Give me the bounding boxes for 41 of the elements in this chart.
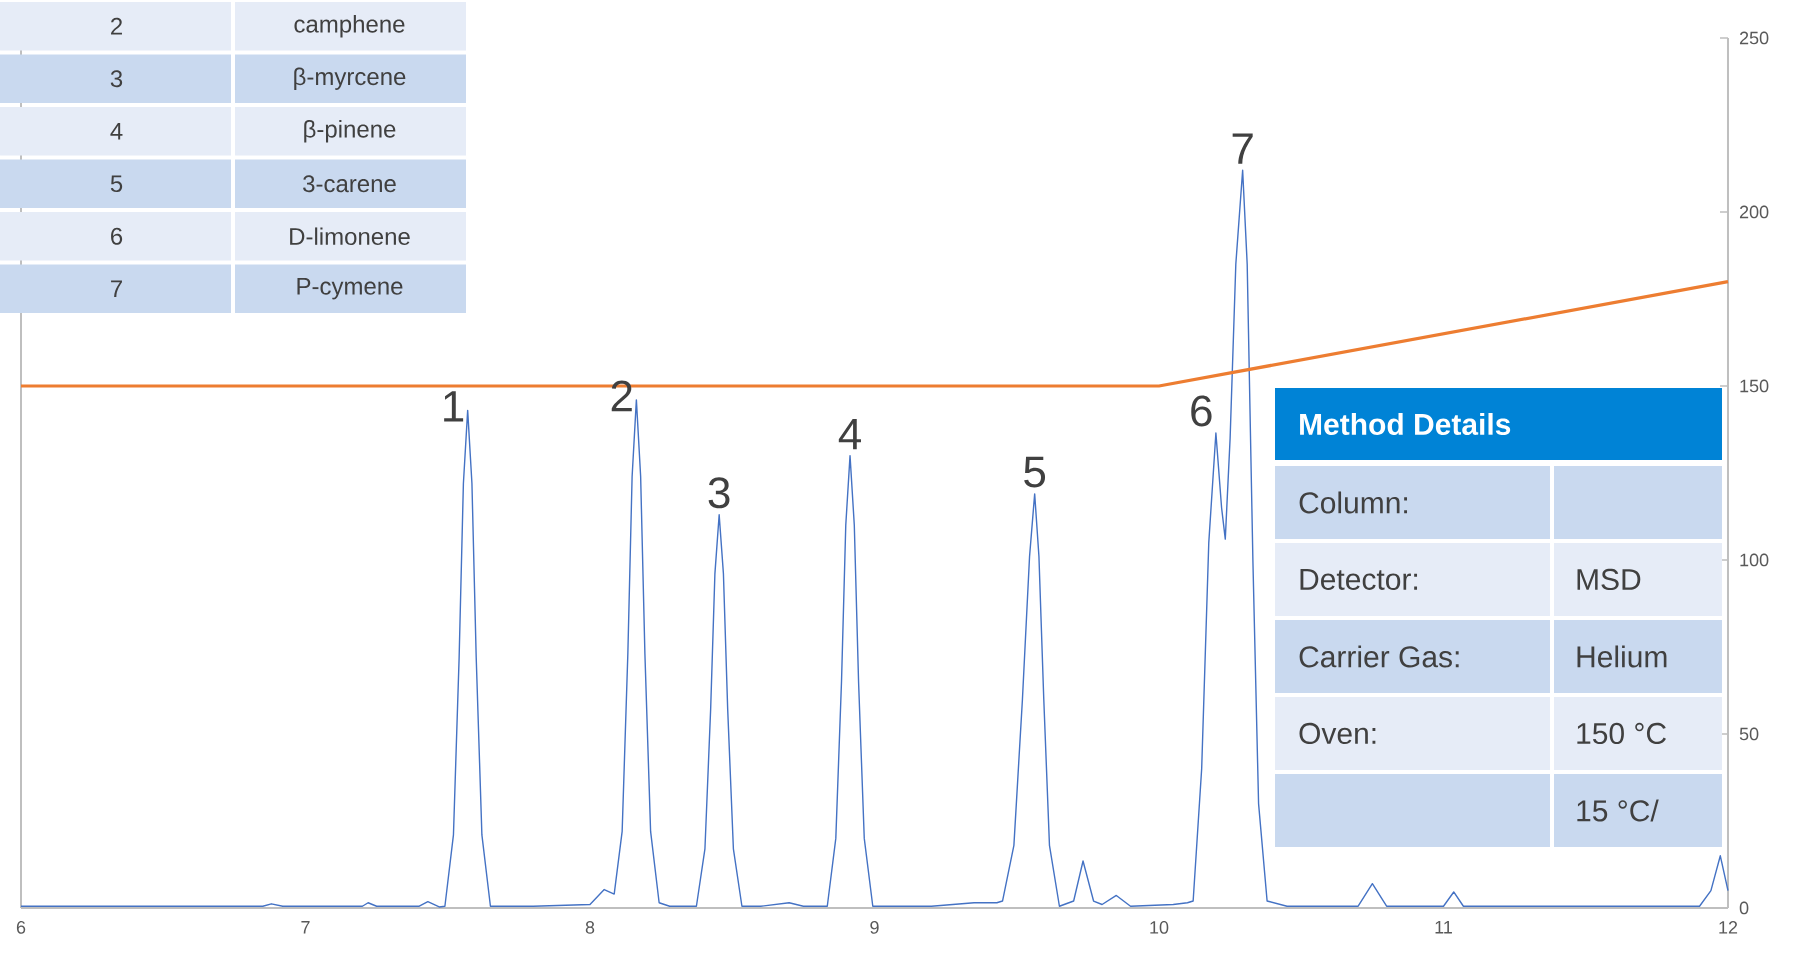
y-tick-label: 0	[1739, 901, 1749, 915]
annotation: 4	[110, 122, 123, 140]
y-tick-label: 100	[1740, 553, 1769, 567]
annotation: D-limonene	[290, 227, 410, 246]
annotation: 5	[110, 175, 123, 193]
annotation: MSD	[1577, 568, 1641, 591]
text: camphene	[294, 15, 405, 38]
annotation: 4	[838, 418, 861, 450]
annotation: Method Details	[1300, 412, 1511, 435]
annotation: Oven:	[1299, 722, 1376, 745]
y-tick-label: 200	[1739, 205, 1769, 219]
annotation: 7	[111, 280, 122, 297]
x-tick-label: 12	[1719, 921, 1738, 934]
annotation: β-myrcene	[294, 67, 406, 90]
text: 2	[111, 17, 122, 35]
annotation: Helium	[1577, 645, 1667, 668]
annotation: 6	[1191, 395, 1212, 427]
x-tick-label: 6	[16, 921, 26, 934]
annotation: 2	[611, 380, 632, 412]
x-tick-label: 10	[1150, 921, 1169, 934]
annotation: P-cymene	[297, 278, 403, 300]
annotation: 1	[444, 391, 464, 422]
annotation: Detector:	[1300, 569, 1418, 590]
y-tick-label: 250	[1739, 31, 1769, 45]
annotation: β-pinene	[304, 120, 396, 143]
x-tick-label: 8	[585, 921, 595, 934]
annotation: 3	[708, 477, 730, 509]
annotation: 5	[1024, 456, 1046, 488]
y-tick-label: 50	[1739, 727, 1759, 741]
annotation: 6	[111, 227, 123, 245]
y-tick-label: 150	[1740, 379, 1769, 393]
x-tick-label: 7	[301, 921, 310, 934]
annotation: 3	[110, 70, 123, 88]
annotation: 7	[1232, 133, 1253, 164]
x-tick-label: 9	[870, 921, 879, 934]
annotation: Carrier Gas:	[1299, 645, 1459, 668]
annotation: 150 °C	[1577, 722, 1666, 745]
x-tick-label: 11	[1435, 921, 1452, 934]
annotation: 3-carene	[303, 175, 396, 193]
annotation: Column:	[1299, 491, 1408, 514]
annotation: 15 °C/	[1577, 799, 1659, 822]
